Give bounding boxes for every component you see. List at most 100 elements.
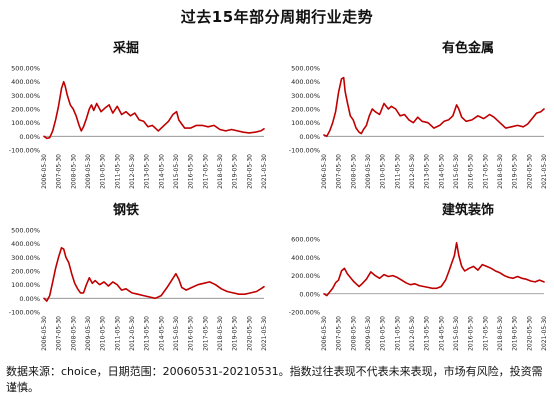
x-tick-label: 2009-05-30 (365, 154, 372, 189)
x-tick-label: 2012-05-30 (409, 154, 416, 189)
x-tick-label: 2008-05-30 (70, 316, 77, 351)
y-tick-label: 200.00% (11, 106, 40, 114)
y-tick-label: 300.00% (291, 92, 320, 100)
x-tick-label: 2021-05-30 (541, 154, 548, 189)
x-tick-label: 2017-05-30 (482, 154, 489, 189)
series-line (43, 80, 265, 140)
x-tick-label: 2016-05-30 (468, 316, 475, 351)
x-tick-label: 2009-05-30 (85, 154, 92, 189)
x-tick-label: 2010-05-30 (380, 316, 387, 351)
y-tick-label: 400.00% (11, 78, 40, 86)
y-tick-label: 0.00% (19, 295, 40, 303)
x-tick-label: 2016-05-30 (188, 154, 195, 189)
y-tick-label: 400.00% (291, 254, 320, 262)
y-tick-label: 300.00% (11, 254, 40, 262)
x-tick-label: 2011-05-30 (394, 316, 401, 351)
x-tick-label: 2015-05-30 (453, 316, 460, 351)
line-chart-nonferrous-metals: 有色金属 -100.00% 0.00% 100.00% 200.00% 300.00% 40… (289, 40, 548, 189)
line-chart-steel: 钢铁 -100.00% 0.00% 100.00% 200.00% 300.00% 400.… (9, 202, 268, 351)
x-tick-label: 2019-05-30 (512, 316, 519, 351)
y-tick-label: 0.00% (299, 290, 320, 298)
x-tick-label: 2011-05-30 (114, 316, 121, 351)
y-tick-label: -100.00% (9, 309, 40, 317)
x-tick-label: 2008-05-30 (350, 154, 357, 189)
y-tick-label: 200.00% (11, 268, 40, 276)
x-tick-label: 2007-05-30 (56, 154, 63, 189)
x-tick-label: 2014-05-30 (438, 316, 445, 351)
x-tick-label: 2015-05-30 (453, 154, 460, 189)
y-tick-label: 300.00% (11, 92, 40, 100)
x-tick-label: 2014-05-30 (158, 154, 165, 189)
x-tick-label: 2014-05-30 (158, 316, 165, 351)
x-tick-label: 2018-05-30 (497, 154, 504, 189)
x-tick-label: 2017-05-30 (202, 316, 209, 351)
line-chart-mining: 采掘 -100.00% 0.00% 100.00% 200.00% 300.00% 400.… (9, 40, 268, 189)
line-chart-construction: 建筑装饰 -200.00% 0.00% 200.00% 400.00% 600.00% 20… (289, 202, 548, 351)
x-tick-label: 2021-05-30 (541, 316, 548, 351)
x-tick-label: 2006-05-30 (41, 154, 48, 189)
x-tick-label: 2012-05-30 (409, 316, 416, 351)
source-footnote: 数据来源：choice，日期范围：20060531-20210531。指数过往表… (6, 365, 543, 394)
x-tick-label: 2013-05-30 (144, 316, 151, 351)
x-tick-label: 2018-05-30 (217, 154, 224, 189)
x-tick-label: 2021-05-30 (261, 316, 268, 351)
chart-panel-steel: 钢铁 -100.00% 0.00% 100.00% 200.00% 300.00% 400.… (0, 194, 272, 364)
x-tick-label: 2011-05-30 (394, 154, 401, 189)
x-tick-label: 2020-05-30 (246, 154, 253, 189)
x-tick-label: 2008-05-30 (70, 154, 77, 189)
x-tick-label: 2016-05-30 (468, 154, 475, 189)
series-line (43, 246, 265, 302)
x-tick-label: 2020-05-30 (246, 316, 253, 351)
x-tick-label: 2010-05-30 (100, 316, 107, 351)
y-tick-label: 0.00% (19, 133, 40, 141)
y-tick-label: 500.00% (11, 227, 40, 235)
series-line (323, 241, 545, 297)
x-tick-label: 2015-05-30 (173, 154, 180, 189)
y-tick-label: 100.00% (11, 281, 40, 289)
x-tick-label: 2009-05-30 (365, 316, 372, 351)
x-tick-label: 2017-05-30 (202, 154, 209, 189)
y-tick-label: -100.00% (289, 147, 320, 155)
y-tick-label: 100.00% (11, 119, 40, 127)
x-tick-label: 2012-05-30 (129, 316, 136, 351)
y-tick-label: 600.00% (291, 236, 320, 244)
x-tick-label: 2017-05-30 (482, 316, 489, 351)
chart-panel-construction: 建筑装饰 -200.00% 0.00% 200.00% 400.00% 600.00% 20… (280, 194, 552, 364)
x-tick-label: 2019-05-30 (232, 316, 239, 351)
x-tick-label: 2020-05-30 (526, 154, 533, 189)
x-tick-label: 2020-05-30 (526, 316, 533, 351)
x-tick-label: 2019-05-30 (232, 154, 239, 189)
series-line (323, 76, 545, 138)
y-tick-label: 100.00% (291, 119, 320, 127)
x-tick-label: 2016-05-30 (188, 316, 195, 351)
chart-title: 采掘 (112, 40, 139, 56)
x-tick-label: 2008-05-30 (350, 316, 357, 351)
chart-panel-nonferrous-metals: 有色金属 -100.00% 0.00% 100.00% 200.00% 300.00% 40… (280, 32, 552, 202)
y-tick-label: 400.00% (291, 78, 320, 86)
y-tick-label: 200.00% (291, 106, 320, 114)
y-tick-label: 0.00% (299, 133, 320, 141)
x-tick-label: 2010-05-30 (380, 154, 387, 189)
y-tick-label: 200.00% (291, 272, 320, 280)
x-tick-label: 2013-05-30 (144, 154, 151, 189)
x-tick-label: 2007-05-30 (56, 316, 63, 351)
x-tick-label: 2006-05-30 (321, 316, 328, 351)
y-tick-label: -200.00% (289, 309, 320, 317)
chart-title: 建筑装饰 (442, 202, 494, 218)
x-tick-label: 2018-05-30 (217, 316, 224, 351)
x-tick-label: 2009-05-30 (85, 316, 92, 351)
x-tick-label: 2015-05-30 (173, 316, 180, 351)
chart-title: 钢铁 (113, 202, 139, 218)
x-tick-label: 2018-05-30 (497, 316, 504, 351)
x-tick-label: 2010-05-30 (100, 154, 107, 189)
x-tick-label: 2012-05-30 (129, 154, 136, 189)
y-tick-label: 400.00% (11, 240, 40, 248)
x-tick-label: 2007-05-30 (336, 154, 343, 189)
x-tick-label: 2019-05-30 (512, 154, 519, 189)
page-title: 过去15年部分周期行业走势 (180, 8, 374, 26)
y-tick-label: 500.00% (11, 65, 40, 73)
y-tick-label: 500.00% (291, 65, 320, 73)
x-tick-label: 2013-05-30 (424, 316, 431, 351)
x-tick-label: 2011-05-30 (114, 154, 121, 189)
x-tick-label: 2021-05-30 (261, 154, 268, 189)
